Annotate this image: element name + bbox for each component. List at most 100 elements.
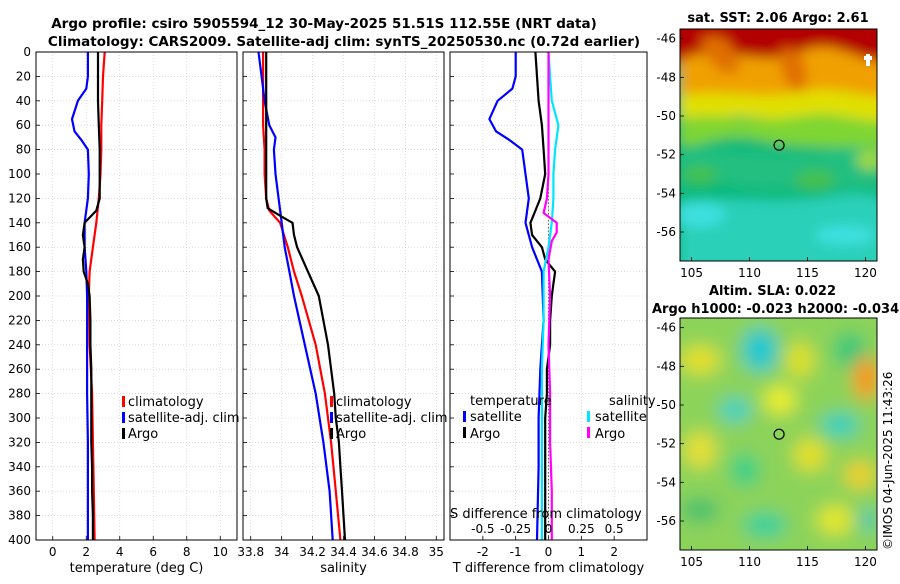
x-tick-label: 2 <box>610 545 618 559</box>
legend-satellite-label: satellite-adj. clim <box>128 411 240 426</box>
s-difference-tick-label: 0 <box>545 522 553 536</box>
map-x-tick-label: 105 <box>680 555 703 569</box>
sla-heatmap <box>680 318 877 550</box>
legend-argo-label: Argo <box>336 427 366 442</box>
argo-location-marker <box>773 428 785 440</box>
y-tick-label: 380 <box>8 509 31 523</box>
y-tick-label: 120 <box>8 191 31 205</box>
legend-s-satellite-swatch <box>587 411 590 422</box>
x-tick-label: 0 <box>545 545 553 559</box>
sla-map-frame <box>679 317 878 551</box>
x-tick-label: 4 <box>116 545 124 559</box>
sla-map-panel: Altim. SLA: 0.022 Argo h1000: -0.023 h20… <box>652 284 899 569</box>
series-line-argo <box>265 52 347 541</box>
x-tick-label: 34 <box>274 545 289 559</box>
sla-map-axes: 105 110 115 120 -46 -48 -50 -52 -54 -56 <box>656 321 876 569</box>
axes-frame <box>449 51 648 541</box>
series-line-salinity-argo <box>542 52 558 540</box>
map-y-tick-label: -48 <box>656 70 676 84</box>
map-y-tick-label: -56 <box>656 514 676 528</box>
s-difference-tick-label: -0.25 <box>500 522 531 536</box>
x-tick-label: 34.8 <box>392 545 419 559</box>
sst-heatmap <box>680 29 877 261</box>
legend-argo-swatch <box>330 428 333 439</box>
map-x-tick-label: 120 <box>854 555 877 569</box>
x-axis-label: temperature (deg C) <box>70 561 204 576</box>
map-x-tick-label: 110 <box>738 555 761 569</box>
y-tick-label: 0 <box>23 45 31 59</box>
x-tick-label: 35 <box>429 545 444 559</box>
series-line-salinity-satellite <box>540 51 560 540</box>
x-tick-label: 2 <box>82 545 90 559</box>
series-line-argo <box>81 52 101 540</box>
legend-satellite-swatch <box>330 412 333 423</box>
x-tick-label: 34.2 <box>299 545 326 559</box>
map-x-tick-label: 110 <box>738 266 761 280</box>
s-difference-ticks: -0.5 -0.25 0 0.25 0.5 <box>471 522 624 536</box>
y-tick-label: 340 <box>8 460 31 474</box>
map-x-tick-label: 115 <box>796 266 819 280</box>
sla-map-title: Altim. SLA: 0.022 <box>709 284 836 299</box>
x-tick-label: 6 <box>149 545 157 559</box>
map-y-tick-label: -56 <box>656 225 676 239</box>
s-difference-tick-label: -0.5 <box>471 522 494 536</box>
x-axis-label: salinity <box>320 561 367 576</box>
legend-climatology-swatch <box>330 396 333 407</box>
legend-t-satellite-swatch <box>463 411 466 422</box>
s-difference-tick-label: 0.5 <box>605 522 624 536</box>
y-tick-label: 240 <box>8 338 31 352</box>
legend-climatology-swatch <box>122 396 125 407</box>
y-tick-label: 300 <box>8 411 31 425</box>
x-axis-label: T difference from climatology <box>452 561 645 576</box>
sla-map-title2: Argo h1000: -0.023 h2000: -0.034 <box>652 302 899 317</box>
legend-t-argo-label: Argo <box>470 427 500 442</box>
map-y-tick-label: -50 <box>656 109 676 123</box>
map-y-tick-label: -46 <box>656 32 676 46</box>
legend-salinity-title: salinity <box>609 394 656 409</box>
y-tick-label: 40 <box>16 94 31 108</box>
legend-t-satellite-label: satellite <box>470 410 522 425</box>
map-y-tick-label: -46 <box>656 321 676 335</box>
map-y-tick-label: -48 <box>656 359 676 373</box>
y-tick-label: 280 <box>8 387 31 401</box>
y-tick-label: 100 <box>8 167 31 181</box>
axes-frame <box>242 51 445 541</box>
salinity-legend: climatology satellite-adj. clim Argo <box>330 395 448 442</box>
map-y-tick-label: -54 <box>656 186 676 200</box>
sst-map-axes: 105 110 115 120 -46 -48 -50 -52 -54 -56 <box>656 32 876 280</box>
axes-frame <box>35 51 238 541</box>
x-tick-label: 10 <box>213 545 228 559</box>
y-tick-label: 200 <box>8 289 31 303</box>
legend-climatology-label: climatology <box>336 395 412 410</box>
temperature-legend: climatology satellite-adj. clim Argo <box>122 395 240 442</box>
map-x-tick-label: 115 <box>796 555 819 569</box>
figure-title-line2: Climatology: CARS2009. Satellite-adj cli… <box>48 34 640 50</box>
series-line-temperature-satellite <box>488 52 545 541</box>
figure-title-line1: Argo profile: csiro 5905594_12 30-May-20… <box>51 16 597 32</box>
y-tick-label: 220 <box>8 313 31 327</box>
x-tick-label: 33.8 <box>237 545 264 559</box>
s-difference-tick-label: 0.25 <box>568 522 595 536</box>
legend-climatology-label: climatology <box>128 395 204 410</box>
temperature-panel: 0 2 4 6 8 10020406080100120140160180200220240… <box>8 45 238 576</box>
argo-location-marker <box>773 139 785 151</box>
map-x-tick-label: 120 <box>854 266 877 280</box>
legend-s-argo-label: Argo <box>595 427 625 442</box>
sst-map-frame <box>679 28 878 262</box>
series-line-satellite-adj-clim <box>70 52 90 540</box>
legend-t-argo-swatch <box>463 427 466 438</box>
y-tick-label: 180 <box>8 265 31 279</box>
legend-s-satellite-label: satellite <box>595 410 647 425</box>
map-y-tick-label: -52 <box>656 148 676 162</box>
sst-map-title: sat. SST: 2.06 Argo: 2.61 <box>687 11 868 26</box>
y-tick-label: 60 <box>16 118 31 132</box>
imos-watermark: ©IMOS 04-Jun-2025 11:43:26 <box>881 372 895 550</box>
x-tick-label: 8 <box>183 545 191 559</box>
s-difference-axis-label: S difference from climatology <box>450 507 642 522</box>
map-x-tick-label: 105 <box>680 266 703 280</box>
x-tick-label: 34.4 <box>330 545 357 559</box>
salinity-panel: 33.8 34 34.2 34.4 34.6 34.8 35 salinity <box>237 51 445 576</box>
y-tick-label: 140 <box>8 216 31 230</box>
y-tick-label: 400 <box>8 533 31 547</box>
